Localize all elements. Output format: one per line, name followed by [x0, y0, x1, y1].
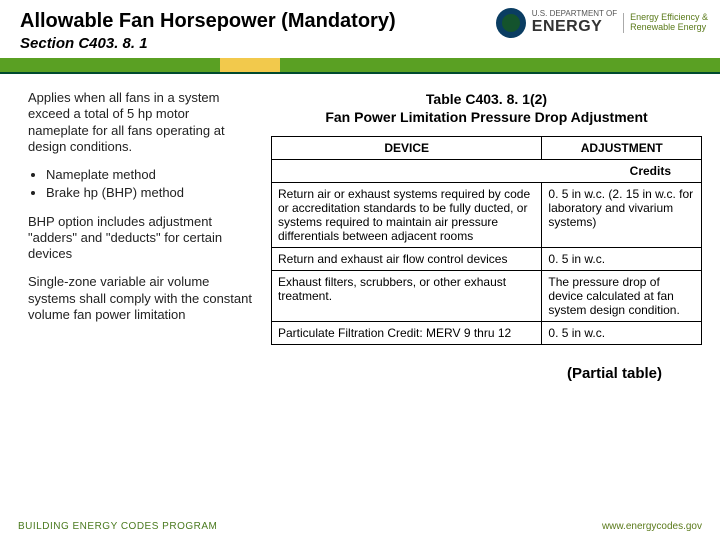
bullet-nameplate: Nameplate method	[46, 167, 253, 183]
table-caption: Table C403. 8. 1(2) Fan Power Limitation…	[271, 90, 702, 126]
table-row: Return air or exhaust systems required b…	[272, 183, 702, 248]
header-color-bar	[0, 58, 720, 72]
eere-label: Energy Efficiency & Renewable Energy	[623, 13, 708, 33]
cell-device: Exhaust filters, scrubbers, or other exh…	[272, 271, 542, 322]
doe-logo-block: U.S. DEPARTMENT OF ENERGY Energy Efficie…	[496, 8, 708, 38]
col-header-device: DEVICE	[272, 137, 542, 160]
cell-adjustment: 0. 5 in w.c. (2. 15 in w.c. for laborato…	[542, 183, 702, 248]
eere-line2: Renewable Energy	[630, 23, 708, 33]
footer-url: www.energycodes.gov	[602, 521, 702, 532]
cell-adjustment: 0. 5 in w.c.	[542, 248, 702, 271]
bhp-paragraph: BHP option includes adjustment "adders" …	[28, 214, 253, 263]
table-row: Return and exhaust air flow control devi…	[272, 248, 702, 271]
pressure-drop-table: DEVICE ADJUSTMENT Credits Return air or …	[271, 136, 702, 345]
dept-label: U.S. DEPARTMENT OF	[532, 10, 617, 18]
cell-adjustment: The pressure drop of device calculated a…	[542, 271, 702, 322]
energy-wordmark: ENERGY	[532, 18, 617, 36]
left-text-column: Applies when all fans in a system exceed…	[28, 90, 253, 382]
credits-subheader: Credits	[272, 160, 702, 183]
doe-seal-icon	[496, 8, 526, 38]
single-zone-paragraph: Single-zone variable air volume systems …	[28, 274, 253, 323]
footer-program-name: BUILDING ENERGY CODES PROGRAM	[18, 521, 217, 532]
cell-device: Return air or exhaust systems required b…	[272, 183, 542, 248]
cell-device: Particulate Filtration Credit: MERV 9 th…	[272, 322, 542, 345]
table-caption-line1: Table C403. 8. 1(2)	[271, 90, 702, 108]
table-caption-line2: Fan Power Limitation Pressure Drop Adjus…	[271, 108, 702, 126]
bullet-bhp: Brake hp (BHP) method	[46, 185, 253, 201]
table-row: Particulate Filtration Credit: MERV 9 th…	[272, 322, 702, 345]
partial-table-note: (Partial table)	[271, 365, 662, 382]
cell-adjustment: 0. 5 in w.c.	[542, 322, 702, 345]
intro-paragraph: Applies when all fans in a system exceed…	[28, 90, 253, 155]
table-row: Exhaust filters, scrubbers, or other exh…	[272, 271, 702, 322]
cell-device: Return and exhaust air flow control devi…	[272, 248, 542, 271]
col-header-adjustment: ADJUSTMENT	[542, 137, 702, 160]
